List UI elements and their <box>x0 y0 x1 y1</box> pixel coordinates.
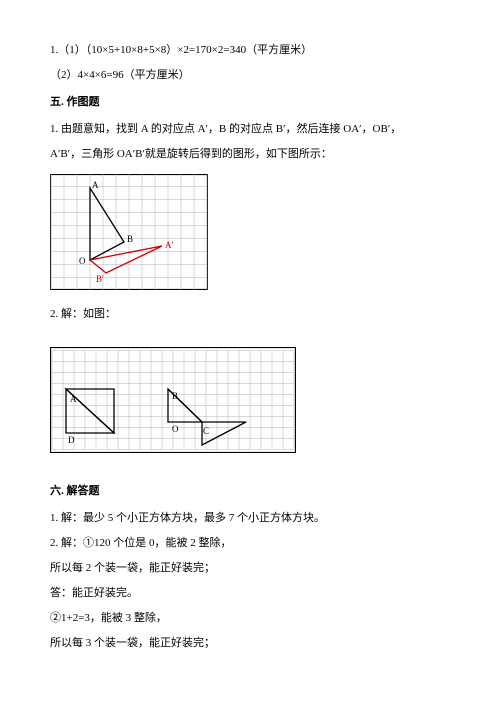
section-5-q1-line2: A′B′，三角形 OA′B′就是旋转后得到的图形，如下图所示： <box>50 144 450 165</box>
section-6-q2-l4: ②1+2=3，能被 3 整除， <box>50 608 450 629</box>
figure-1-svg: A B O A′ B′ <box>50 174 208 290</box>
section-6-q2-l1: 2. 解：①120 个位是 0，能被 2 整除， <box>50 533 450 554</box>
section-6-q1: 1. 解：最少 5 个小正方体方块，最多 7 个小正方体方块。 <box>50 508 450 529</box>
section-5-title: 五. 作图题 <box>50 92 450 113</box>
svg-text:C: C <box>203 426 209 436</box>
svg-text:O: O <box>172 424 179 434</box>
svg-text:A: A <box>70 394 77 404</box>
svg-text:D: D <box>68 435 75 445</box>
section-5-q2: 2. 解：如图： <box>50 304 450 325</box>
section-6-q2-l5: 所以每 3 个装一袋，能正好装完； <box>50 633 450 654</box>
section-5-q1-line1: 1. 由题意知，找到 A 的对应点 A′，B 的对应点 B′，然后连接 OA′，… <box>50 119 450 140</box>
problem-1-part-1: 1.（1）（10×5+10×8+5×8）×2=170×2=340（平方厘米） <box>50 40 450 61</box>
svg-text:O: O <box>79 256 86 266</box>
svg-text:A: A <box>92 180 99 190</box>
svg-text:A′: A′ <box>165 240 173 250</box>
svg-text:B′: B′ <box>96 274 104 284</box>
section-6-title: 六. 解答题 <box>50 481 450 502</box>
svg-text:B: B <box>172 391 178 401</box>
svg-text:B: B <box>127 234 133 244</box>
figure-2: A D B O C <box>50 347 450 453</box>
section-6-q2-l3: 答：能正好装完。 <box>50 583 450 604</box>
figure-2-svg: A D B O C <box>50 347 296 453</box>
section-6-q2-l2: 所以每 2 个装一袋，能正好装完； <box>50 558 450 579</box>
figure-1: A B O A′ B′ <box>50 174 450 290</box>
problem-1-part-2: （2）4×4×6=96（平方厘米） <box>50 65 450 86</box>
